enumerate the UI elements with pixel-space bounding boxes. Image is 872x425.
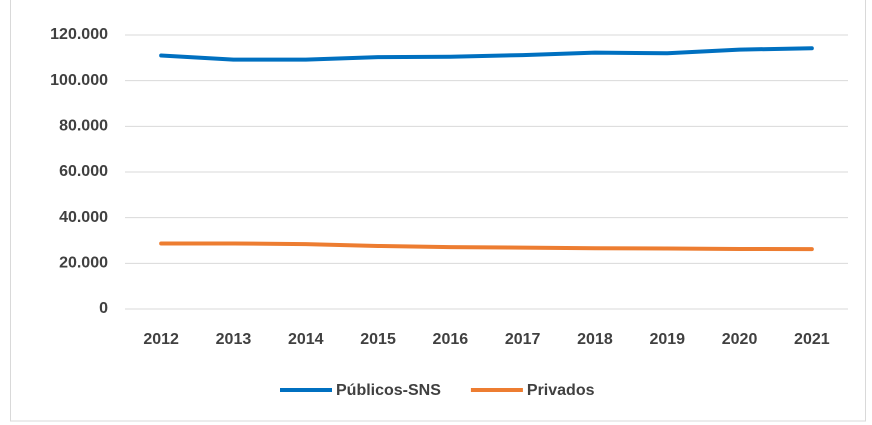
y-tick-label: 120.000 (50, 26, 108, 43)
series-line (159, 241, 814, 252)
legend-label: Privados (527, 382, 595, 399)
y-tick-label: 40.000 (59, 209, 108, 226)
x-tick-label: 2012 (143, 331, 179, 348)
x-tick-label: 2013 (216, 331, 252, 348)
x-tick-label: 2017 (505, 331, 541, 348)
y-tick-label: 0 (99, 300, 108, 317)
chart-frame (10, 0, 866, 422)
x-tick-label: 2021 (794, 331, 830, 348)
x-tick-label: 2016 (433, 331, 469, 348)
legend-label: Públicos-SNS (336, 382, 441, 399)
x-tick-label: 2018 (577, 331, 613, 348)
y-tick-label: 80.000 (59, 118, 108, 135)
x-tick-label: 2015 (360, 331, 396, 348)
x-tick-label: 2014 (288, 331, 324, 348)
y-tick-label: 100.000 (50, 72, 108, 89)
x-tick-label: 2020 (722, 331, 758, 348)
y-tick-label: 20.000 (59, 255, 108, 272)
series-line (159, 46, 814, 62)
y-tick-label: 60.000 (59, 163, 108, 180)
x-tick-label: 2019 (649, 331, 685, 348)
